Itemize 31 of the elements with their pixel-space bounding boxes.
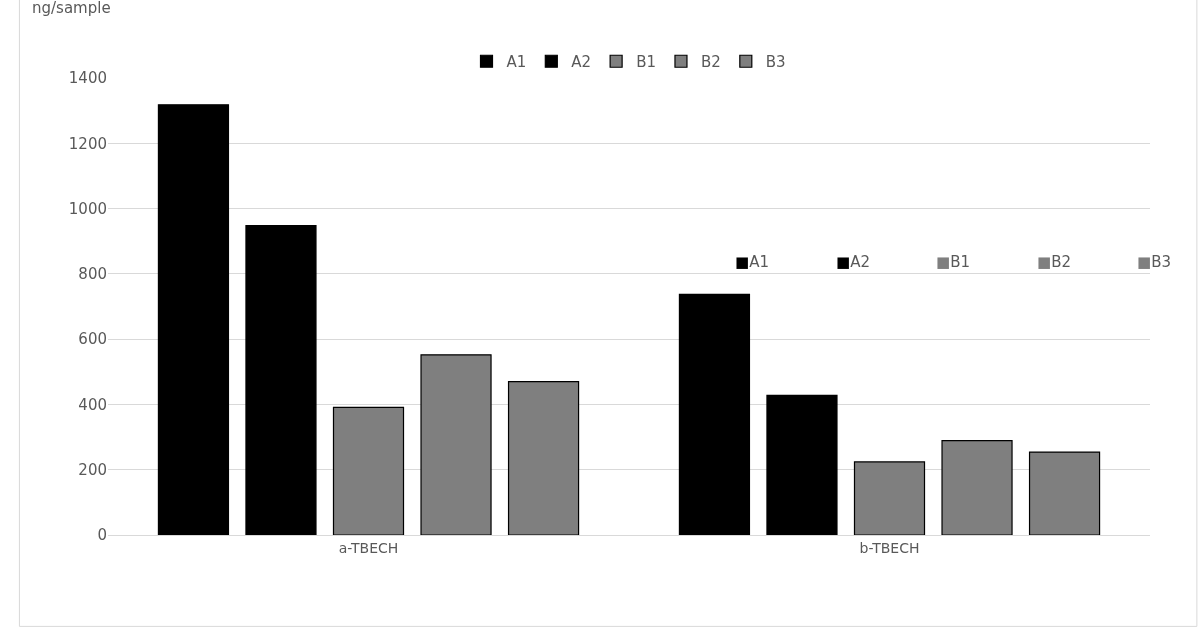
bar [420,354,492,535]
bar [157,104,230,535]
bar [853,461,926,535]
y-axis-title: ng/sample [32,0,111,17]
y-tick-label: 800 [78,265,107,284]
annotation: ■A1 [735,253,769,271]
y-tick-label: 1400 [68,69,107,88]
annotation: ■B3 [1137,253,1172,271]
legend-label: A2 [571,53,592,72]
legend-label: A1 [506,53,527,72]
bar [941,440,1013,535]
x-tick-label: b-TBECH [859,539,920,556]
annotation: ■B2 [1037,253,1072,271]
y-tick-label: 0 [97,526,107,545]
bar [766,394,838,535]
annotation: ■A2 [836,253,870,271]
bar [245,224,317,535]
bar [332,406,405,535]
bar [507,380,580,535]
legend-label: B1 [636,53,656,72]
bar [1028,451,1101,535]
legend-label: B2 [700,53,721,72]
bar [678,293,751,535]
y-tick-label: 1200 [68,134,107,153]
y-tick-label: 400 [78,395,107,414]
y-tick-label: 600 [78,330,107,349]
y-tick-label: 1000 [68,199,107,218]
y-tick-label: 200 [78,460,107,479]
x-tick-label: a-TBECH [338,539,399,556]
annotation: ■B1 [936,253,971,271]
legend-label: B3 [765,53,786,72]
